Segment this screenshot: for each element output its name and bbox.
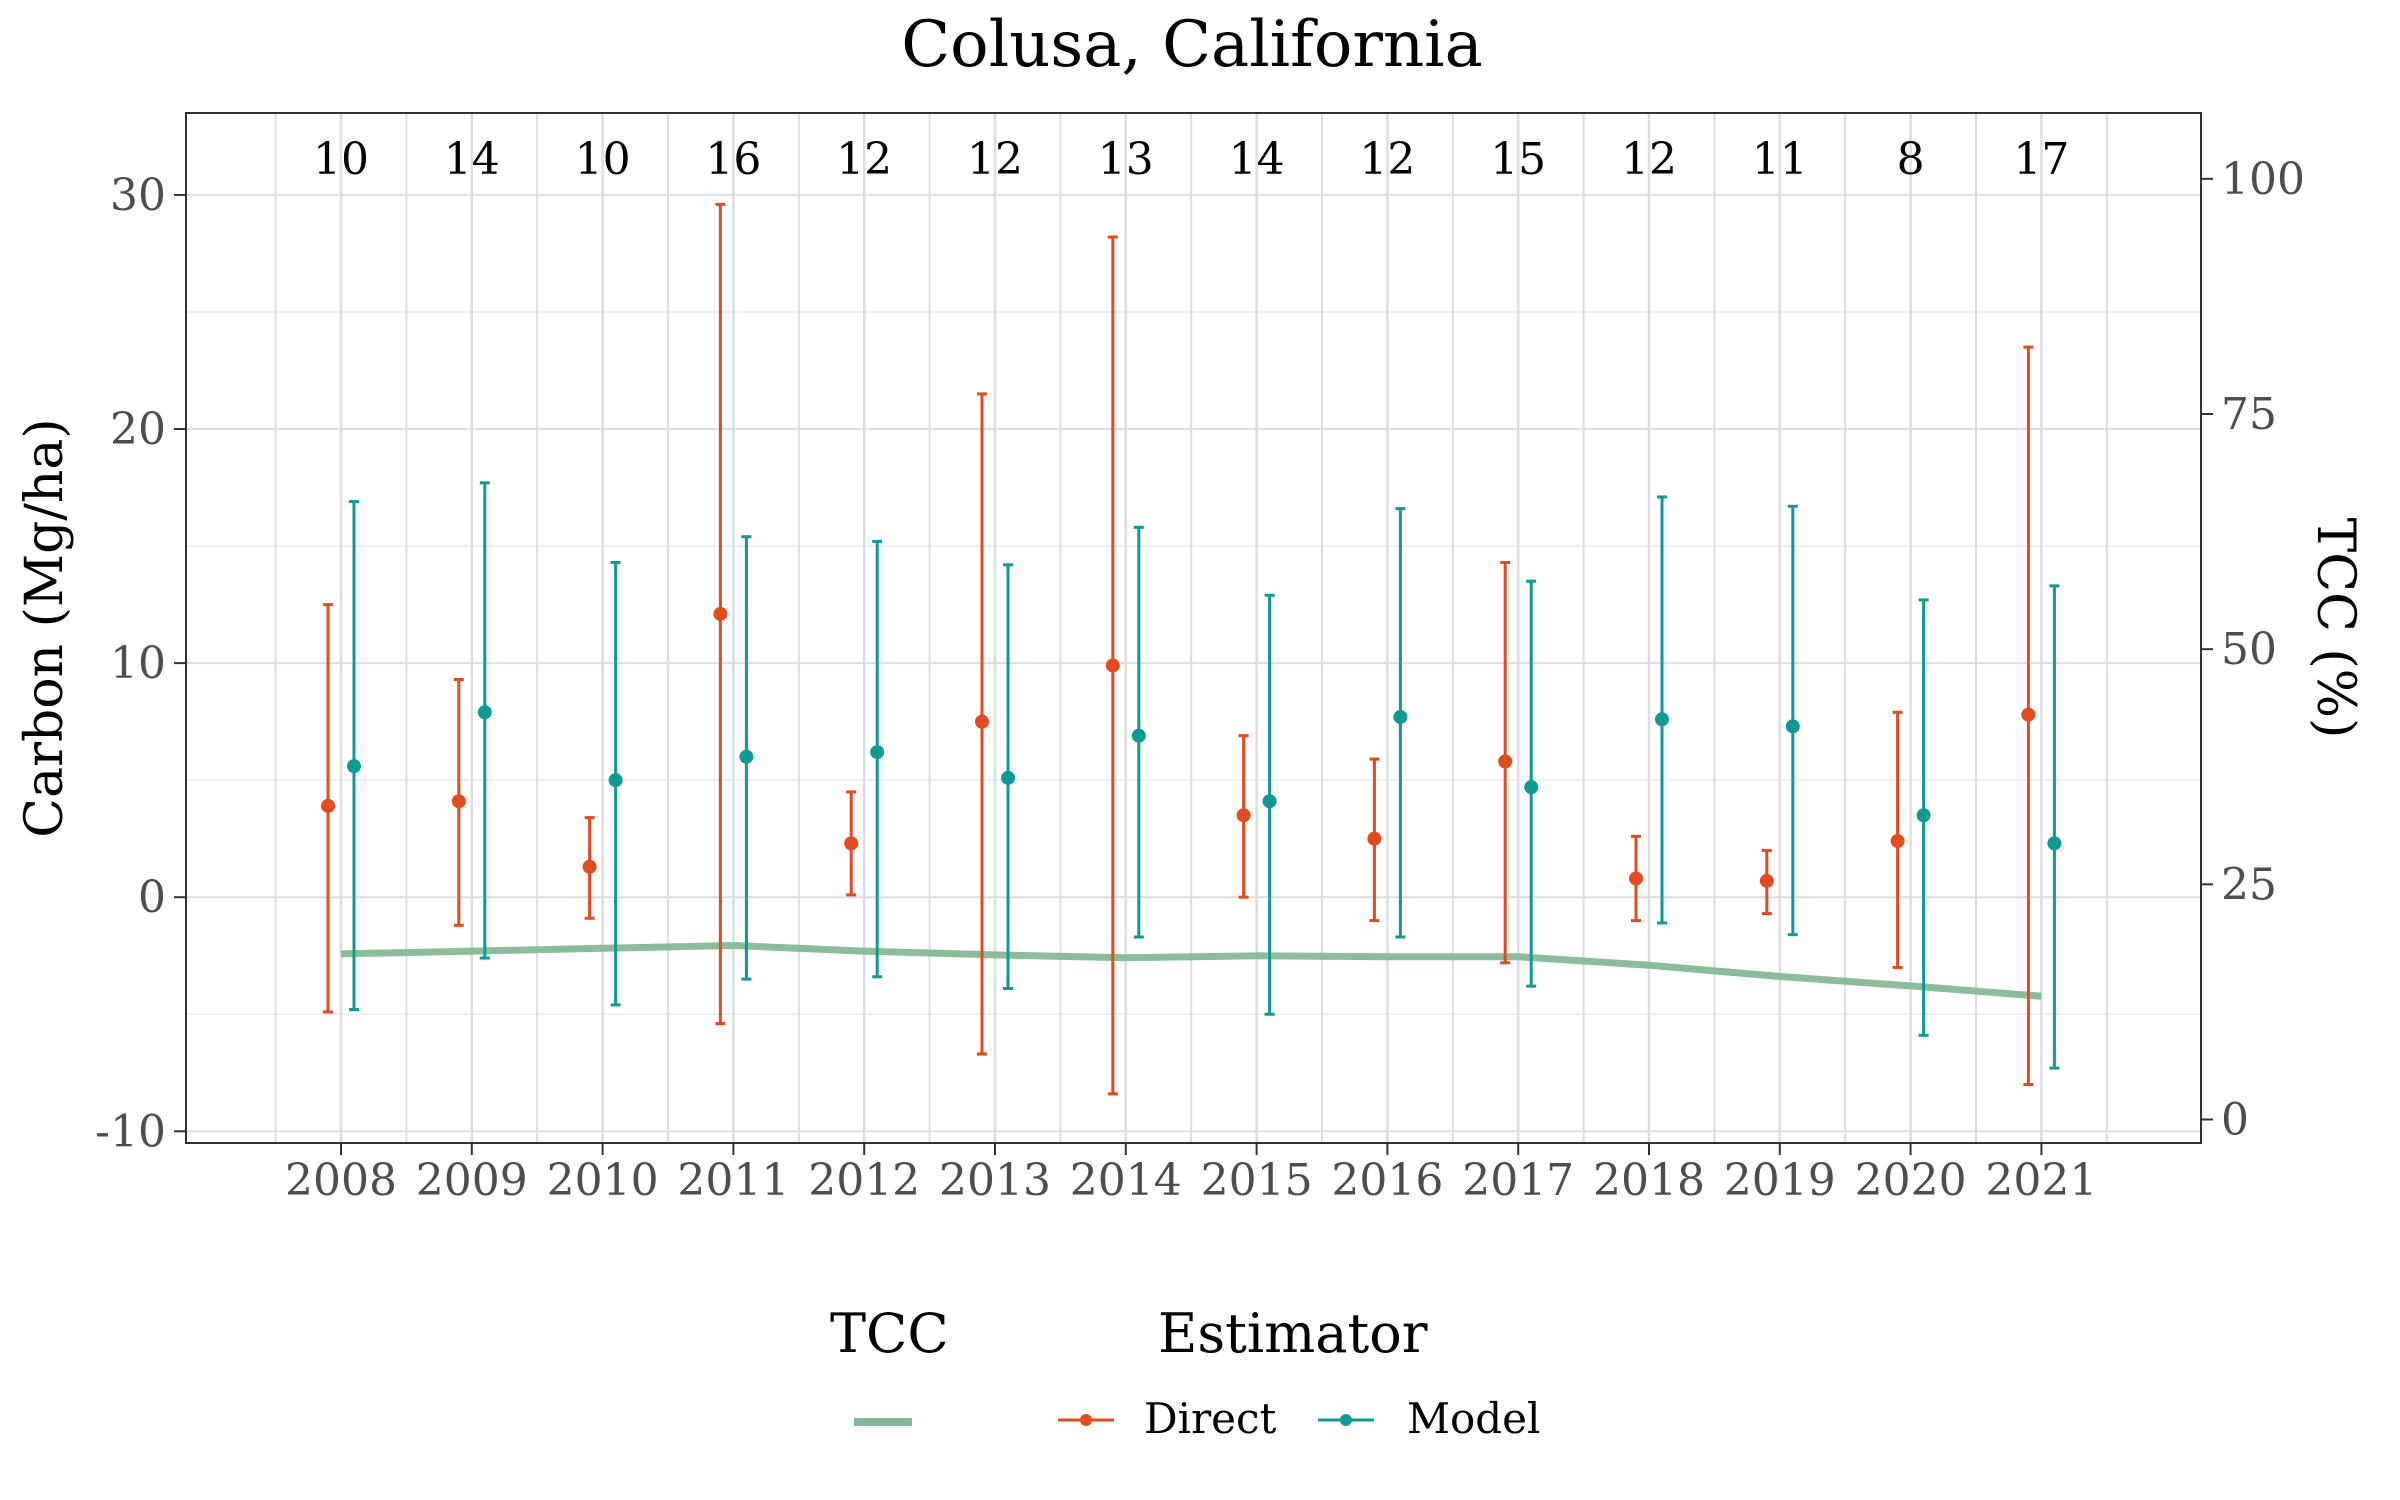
x-tick-label: 2008 (285, 1155, 397, 1206)
plot-border (185, 112, 2202, 1144)
legend-key-direct (1058, 1414, 1114, 1426)
point-direct (1629, 871, 1643, 886)
sample-count-label: 12 (967, 134, 1023, 185)
x-tick-label: 2010 (547, 1155, 659, 1206)
x-tick-label: 2014 (1070, 1155, 1182, 1206)
grid (186, 113, 2201, 1143)
point-direct (1236, 808, 1251, 823)
point-model (477, 705, 492, 720)
sample-count-label: 12 (1359, 134, 1415, 185)
y2-tick-label: 100 (2221, 154, 2305, 205)
legend-label-direct: Direct (1144, 1394, 1277, 1443)
point-model (1131, 728, 1146, 743)
chart-title: Colusa, California (901, 8, 1483, 82)
sample-count-label: 15 (1490, 134, 1546, 185)
legend-label-model: Model (1407, 1394, 1540, 1443)
y2-tick-label: 25 (2221, 859, 2277, 910)
left-axis: -10 0 10 20 30 (95, 170, 186, 1157)
point-model (1524, 780, 1539, 795)
sample-count-label: 14 (444, 134, 500, 185)
x-tick-label: 2013 (939, 1155, 1051, 1206)
point-model (1001, 770, 1015, 785)
x-tick-label: 2019 (1724, 1155, 1836, 1206)
point-direct (582, 859, 597, 874)
x-tick-label: 2012 (808, 1155, 920, 1206)
point-direct (1367, 831, 1382, 846)
sample-count-label: 16 (705, 134, 761, 185)
sample-count-label: 8 (1897, 134, 1925, 185)
sample-count-label: 12 (836, 134, 892, 185)
y-tick-label: -10 (95, 1106, 166, 1157)
plot-panel (186, 113, 2201, 1143)
x-tick-label: 2009 (416, 1155, 528, 1206)
point-model (347, 759, 361, 774)
x-tick-label: 2015 (1201, 1155, 1313, 1206)
point-model (608, 773, 623, 788)
sample-count-label: 17 (2013, 134, 2069, 185)
point-model (739, 749, 754, 764)
y2-axis-label: TCC (%) (2305, 518, 2365, 739)
sample-count-label: 12 (1621, 134, 1677, 185)
point-model (870, 745, 885, 760)
right-axis: 0 25 50 75 100 (2201, 154, 2305, 1145)
point-direct (2021, 707, 2036, 722)
x-tick-label: 2017 (1462, 1155, 1574, 1206)
y-tick-label: 0 (138, 872, 166, 923)
point-direct (713, 606, 728, 621)
x-axis: 2008 2009 2010 2011 2012 2013 2014 2015 2016 2017… (285, 1143, 2097, 1206)
point-direct (1890, 834, 1905, 849)
point-direct (975, 714, 989, 729)
point-direct (1105, 658, 1120, 673)
sample-count-label: 10 (575, 134, 631, 185)
x-tick-label: 2020 (1855, 1155, 1967, 1206)
point-model (1393, 709, 1408, 724)
point-direct (451, 794, 466, 809)
x-tick-label: 2018 (1593, 1155, 1705, 1206)
sample-count-label: 11 (1752, 134, 1808, 185)
tcc-layer (340, 941, 2042, 1000)
y-axis-label: Carbon (Mg/ha) (15, 418, 75, 837)
point-direct (844, 836, 859, 851)
point-direct (321, 798, 335, 813)
y2-tick-label: 75 (2221, 389, 2277, 440)
y2-tick-label: 0 (2221, 1094, 2249, 1145)
point-model (1262, 794, 1277, 809)
points (321, 606, 2062, 888)
point-model (2047, 836, 2062, 851)
sample-count-label: 10 (313, 134, 369, 185)
sample-count-label: 14 (1229, 134, 1285, 185)
point-model (1785, 719, 1800, 734)
tcc-line (340, 941, 2042, 1000)
x-tick-label: 2021 (1985, 1155, 2097, 1206)
legend-key-model (1318, 1414, 1374, 1426)
legend: TCC Estimator Direct Model (830, 1302, 1540, 1443)
legend-title-estimator: Estimator (1158, 1302, 1428, 1365)
point-model (1916, 808, 1931, 823)
x-tick-label: 2011 (677, 1155, 789, 1206)
y2-tick-label: 50 (2221, 624, 2277, 675)
sample-counts: 10 14 10 16 12 12 13 14 12 15 12 11 8 17 (313, 134, 2069, 185)
legend-title-tcc: TCC (830, 1302, 949, 1365)
y-tick-label: 10 (110, 638, 166, 689)
x-tick-label: 2016 (1331, 1155, 1443, 1206)
point-direct (1759, 873, 1774, 888)
point-model (1655, 712, 1669, 727)
y-tick-label: 20 (110, 404, 166, 455)
y-tick-label: 30 (110, 170, 166, 221)
sample-count-label: 13 (1098, 134, 1154, 185)
point-direct (1498, 754, 1513, 769)
